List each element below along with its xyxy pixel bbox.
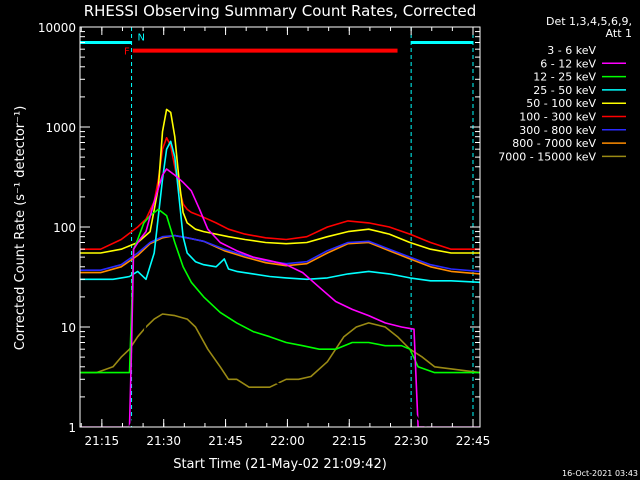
chart-title: RHESSI Observing Summary Count Rates, Co… [84, 2, 477, 20]
series-line-8 [80, 313, 480, 388]
eclipse-marker-label: N [138, 32, 145, 43]
legend-label-6: 300 - 800 keV [519, 124, 596, 137]
y-tick-label-2: 100 [53, 221, 76, 235]
legend-header-0: Det 1,3,4,5,6,9, [546, 15, 632, 28]
legend-label-7: 800 - 7000 keV [512, 137, 596, 150]
y-tick-label-0: 1 [68, 421, 76, 435]
x-tick-label-5: 22:30 [394, 434, 429, 448]
x-tick-label-4: 22:15 [332, 434, 367, 448]
series-line-2 [80, 208, 480, 374]
x-axis-label: Start Time (21-May-02 21:09:42) [173, 457, 387, 472]
x-tick-label-3: 22:00 [270, 434, 305, 448]
data-layer: NF [80, 27, 480, 427]
legend-label-3: 25 - 50 keV [533, 84, 596, 97]
series-line-3 [80, 140, 480, 284]
y-tick-label-4: 10000 [38, 21, 76, 35]
x-tick-label-2: 21:45 [208, 434, 243, 448]
y-axis-label: Corrected Count Rate (s⁻¹ detector⁻¹) [13, 106, 28, 351]
series-line-0 [80, 266, 480, 427]
series-line-7 [80, 234, 480, 275]
legend-label-0: 3 - 6 keV [547, 44, 596, 57]
x-tick-label-6: 22:45 [456, 434, 491, 448]
y-tick-label-1: 10 [61, 321, 76, 335]
series-line-1 [80, 168, 480, 427]
x-tick-label-0: 21:15 [85, 434, 120, 448]
generated-timestamp: 16-Oct-2021 03:43 [562, 469, 638, 478]
legend-header-1: Att 1 [606, 27, 632, 40]
legend-label-1: 6 - 12 keV [540, 57, 596, 70]
axis-ticks: 21:15 21:30 21:45 22:00 22:15 22:30 22:45 1 10 10… [38, 21, 490, 448]
legend-label-8: 7000 - 15000 keV [498, 150, 596, 163]
legend-label-4: 50 - 100 keV [526, 97, 596, 110]
series-line-4 [80, 108, 480, 254]
attenuator-label: F [124, 47, 130, 58]
y-tick-label-3: 1000 [45, 121, 76, 135]
legend-label-5: 100 - 300 keV [519, 111, 596, 124]
x-tick-label-1: 21:30 [146, 434, 181, 448]
legend-label-2: 12 - 25 keV [533, 71, 596, 84]
